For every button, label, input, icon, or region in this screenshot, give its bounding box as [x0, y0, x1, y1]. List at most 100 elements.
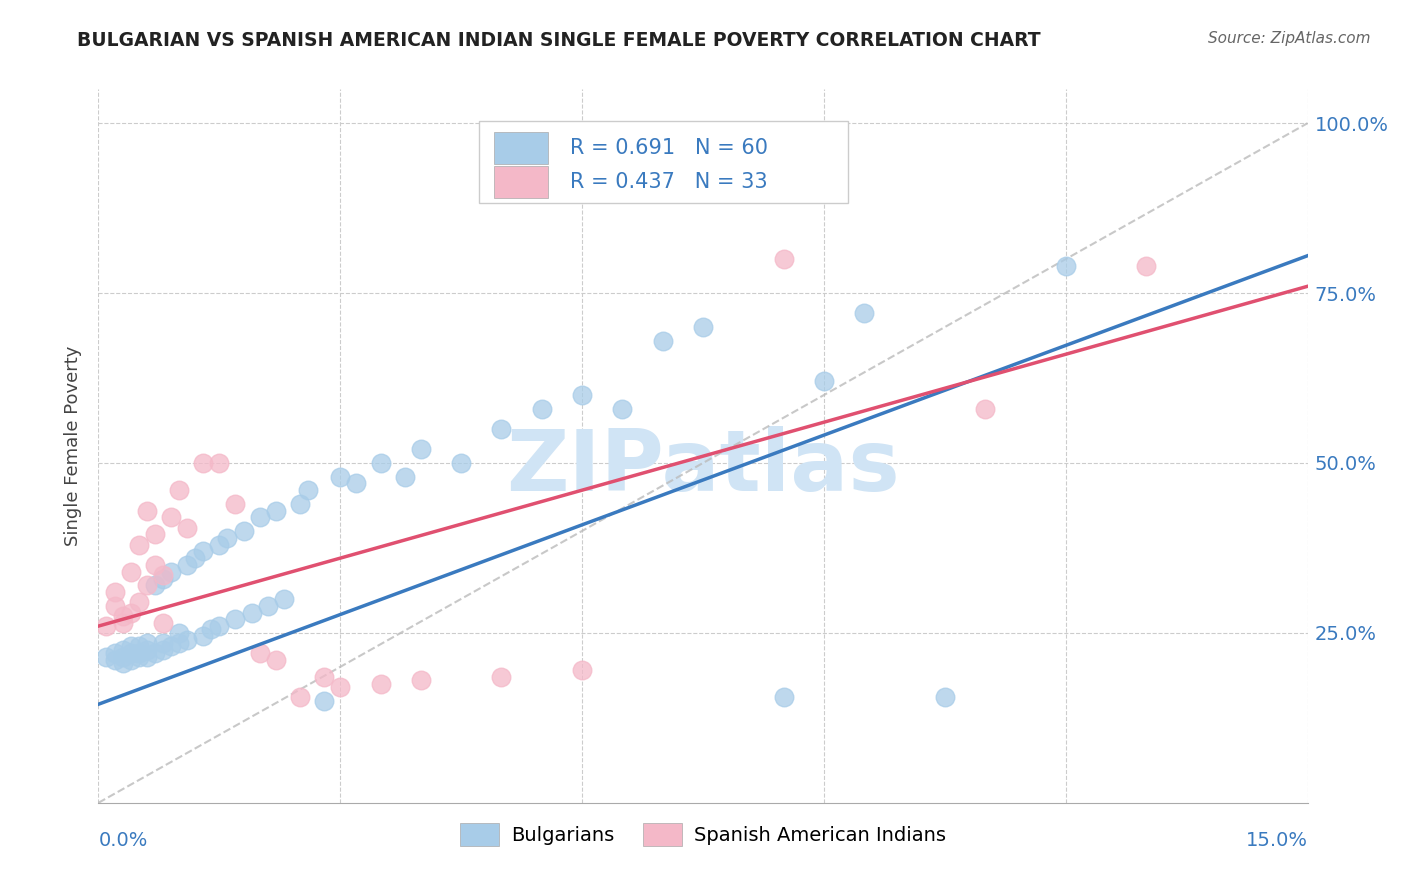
- Text: R = 0.437   N = 33: R = 0.437 N = 33: [569, 172, 768, 192]
- Point: [314, 694, 336, 708]
- Point: [571, 663, 593, 677]
- Point: [103, 599, 125, 613]
- Point: [135, 636, 157, 650]
- Point: [530, 401, 553, 416]
- Point: [974, 401, 997, 416]
- Point: [128, 595, 150, 609]
- Point: [160, 640, 183, 654]
- Point: [370, 456, 392, 470]
- Point: [612, 401, 634, 416]
- Point: [409, 442, 432, 457]
- Point: [273, 591, 295, 606]
- Point: [167, 483, 190, 498]
- Point: [184, 551, 207, 566]
- Point: [491, 670, 513, 684]
- Point: [249, 646, 271, 660]
- Point: [934, 690, 956, 705]
- Point: [128, 537, 150, 551]
- FancyBboxPatch shape: [494, 132, 548, 164]
- Point: [571, 388, 593, 402]
- Point: [111, 657, 134, 671]
- Point: [772, 252, 794, 266]
- Point: [176, 632, 198, 647]
- Point: [120, 565, 142, 579]
- Point: [167, 626, 190, 640]
- FancyBboxPatch shape: [479, 121, 848, 203]
- Point: [152, 643, 174, 657]
- Point: [264, 653, 287, 667]
- Point: [193, 456, 215, 470]
- Point: [200, 623, 222, 637]
- Point: [128, 649, 150, 664]
- Point: [409, 673, 432, 688]
- Point: [772, 690, 794, 705]
- Point: [329, 680, 352, 694]
- Point: [208, 619, 231, 633]
- Point: [370, 677, 392, 691]
- Point: [96, 619, 118, 633]
- Text: BULGARIAN VS SPANISH AMERICAN INDIAN SINGLE FEMALE POVERTY CORRELATION CHART: BULGARIAN VS SPANISH AMERICAN INDIAN SIN…: [77, 31, 1040, 50]
- Point: [240, 606, 263, 620]
- Point: [135, 643, 157, 657]
- Text: R = 0.691   N = 60: R = 0.691 N = 60: [569, 138, 768, 159]
- Text: 15.0%: 15.0%: [1246, 831, 1308, 850]
- Point: [208, 456, 231, 470]
- Point: [135, 503, 157, 517]
- Point: [450, 456, 472, 470]
- Point: [813, 375, 835, 389]
- Point: [128, 646, 150, 660]
- Point: [120, 640, 142, 654]
- Point: [264, 503, 287, 517]
- Point: [344, 476, 367, 491]
- Point: [491, 422, 513, 436]
- Text: 0.0%: 0.0%: [98, 831, 148, 850]
- Point: [111, 615, 134, 630]
- Point: [288, 497, 311, 511]
- Point: [167, 636, 190, 650]
- Point: [120, 646, 142, 660]
- Point: [152, 615, 174, 630]
- Point: [193, 629, 215, 643]
- Point: [111, 643, 134, 657]
- Point: [128, 640, 150, 654]
- Point: [103, 653, 125, 667]
- Point: [176, 558, 198, 572]
- Point: [288, 690, 311, 705]
- Point: [143, 646, 166, 660]
- Point: [1135, 259, 1157, 273]
- Point: [853, 306, 876, 320]
- Point: [329, 469, 352, 483]
- Point: [143, 558, 166, 572]
- Point: [152, 572, 174, 586]
- Point: [208, 537, 231, 551]
- Point: [152, 636, 174, 650]
- Point: [111, 608, 134, 623]
- Y-axis label: Single Female Poverty: Single Female Poverty: [63, 346, 82, 546]
- Point: [160, 510, 183, 524]
- Point: [692, 320, 714, 334]
- Point: [224, 497, 246, 511]
- Point: [143, 578, 166, 592]
- FancyBboxPatch shape: [494, 166, 548, 198]
- Point: [135, 578, 157, 592]
- Point: [232, 524, 254, 538]
- Point: [143, 527, 166, 541]
- Point: [217, 531, 239, 545]
- Point: [193, 544, 215, 558]
- Point: [224, 612, 246, 626]
- Point: [297, 483, 319, 498]
- Point: [111, 649, 134, 664]
- Point: [394, 469, 416, 483]
- Text: Source: ZipAtlas.com: Source: ZipAtlas.com: [1208, 31, 1371, 46]
- Point: [176, 520, 198, 534]
- Point: [160, 565, 183, 579]
- Text: ZIPatlas: ZIPatlas: [506, 425, 900, 509]
- Point: [135, 649, 157, 664]
- Point: [103, 585, 125, 599]
- Point: [249, 510, 271, 524]
- Point: [96, 649, 118, 664]
- Point: [120, 606, 142, 620]
- Point: [651, 334, 673, 348]
- Legend: Bulgarians, Spanish American Indians: Bulgarians, Spanish American Indians: [453, 815, 953, 854]
- Point: [1054, 259, 1077, 273]
